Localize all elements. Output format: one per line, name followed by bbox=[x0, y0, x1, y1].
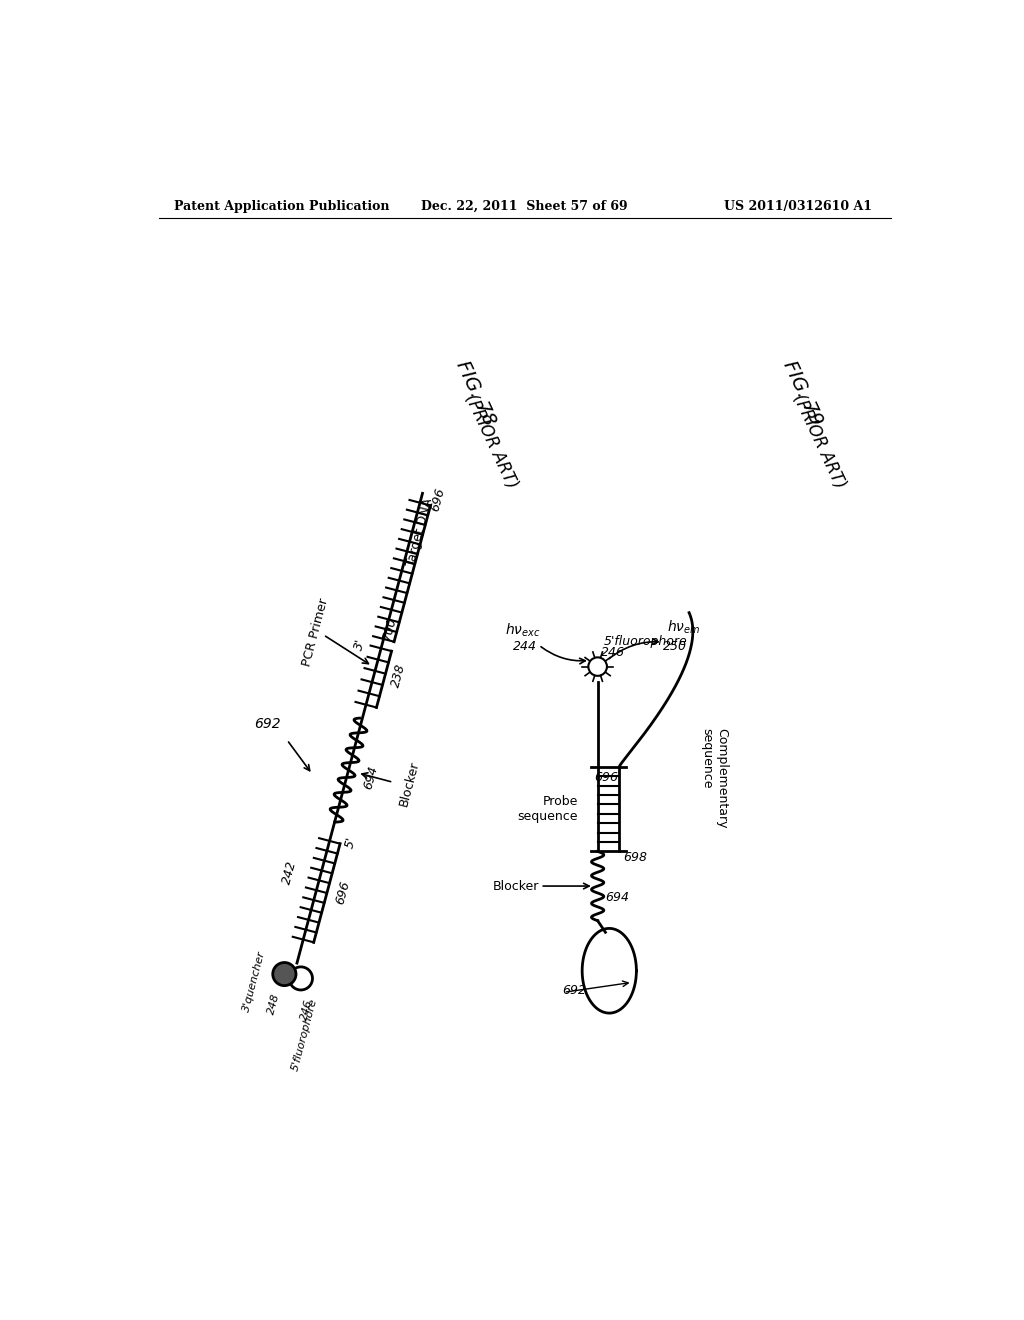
Text: 248: 248 bbox=[266, 993, 282, 1016]
Text: $h\nu_{em}$: $h\nu_{em}$ bbox=[667, 619, 700, 636]
Circle shape bbox=[589, 657, 607, 676]
Text: US 2011/0312610 A1: US 2011/0312610 A1 bbox=[724, 199, 872, 213]
Text: 246: 246 bbox=[299, 998, 314, 1022]
Text: Blocker: Blocker bbox=[397, 759, 422, 808]
Text: 244: 244 bbox=[513, 640, 538, 652]
Text: (PRIOR ART): (PRIOR ART) bbox=[461, 392, 520, 492]
Text: 242: 242 bbox=[280, 859, 299, 886]
Text: 246: 246 bbox=[601, 645, 625, 659]
Text: Patent Application Publication: Patent Application Publication bbox=[174, 199, 390, 213]
Text: Blocker: Blocker bbox=[493, 879, 539, 892]
Text: 250: 250 bbox=[663, 640, 687, 652]
Circle shape bbox=[272, 962, 296, 986]
Text: FIG. 78: FIG. 78 bbox=[452, 358, 499, 429]
Text: 692: 692 bbox=[254, 717, 281, 731]
Text: 694: 694 bbox=[605, 891, 630, 904]
Text: (PRIOR ART): (PRIOR ART) bbox=[790, 392, 849, 492]
Text: 700: 700 bbox=[380, 615, 399, 642]
Text: $h\nu_{exc}$: $h\nu_{exc}$ bbox=[506, 622, 541, 639]
Text: 692: 692 bbox=[562, 983, 586, 997]
Text: 698: 698 bbox=[624, 850, 647, 863]
Text: Dec. 22, 2011  Sheet 57 of 69: Dec. 22, 2011 Sheet 57 of 69 bbox=[422, 199, 628, 213]
Text: 696: 696 bbox=[594, 771, 617, 784]
Circle shape bbox=[289, 966, 312, 990]
Text: Probe
sequence: Probe sequence bbox=[518, 795, 579, 824]
Text: Complementary
sequence: Complementary sequence bbox=[700, 729, 729, 829]
Text: 5': 5' bbox=[343, 836, 359, 850]
Text: 3': 3' bbox=[352, 638, 368, 652]
Text: Target DNA: Target DNA bbox=[404, 496, 435, 568]
Text: 5'fluorophore: 5'fluorophore bbox=[604, 635, 687, 648]
Text: FIG. 79: FIG. 79 bbox=[779, 358, 825, 429]
Text: PCR Primer: PCR Primer bbox=[301, 597, 331, 668]
Text: 3'quencher: 3'quencher bbox=[242, 950, 267, 1014]
Text: 5'fluorophore: 5'fluorophore bbox=[291, 998, 319, 1072]
Text: 696: 696 bbox=[334, 879, 352, 906]
Text: 694: 694 bbox=[361, 764, 381, 791]
Text: 696: 696 bbox=[429, 486, 447, 512]
Text: 238: 238 bbox=[390, 663, 409, 689]
